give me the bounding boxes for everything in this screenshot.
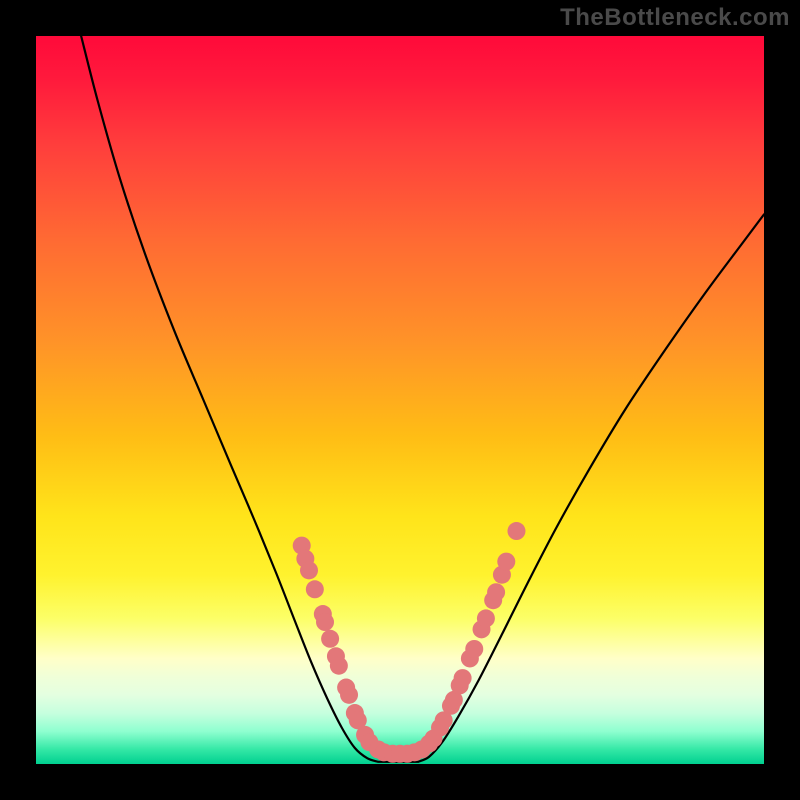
curve-marker [306,580,324,598]
curve-marker [477,609,495,627]
watermark-text: TheBottleneck.com [560,4,790,32]
curve-marker [300,561,318,579]
curve-marker [507,522,525,540]
curve-marker [465,640,483,658]
curve-marker [454,669,472,687]
chart-svg [0,0,800,800]
curve-marker [321,630,339,648]
chart-stage: TheBottleneck.com [0,0,800,800]
gradient-background [36,36,764,764]
curve-marker [316,613,334,631]
curve-marker [340,686,358,704]
curve-marker [497,553,515,571]
curve-marker [330,657,348,675]
curve-marker [487,583,505,601]
